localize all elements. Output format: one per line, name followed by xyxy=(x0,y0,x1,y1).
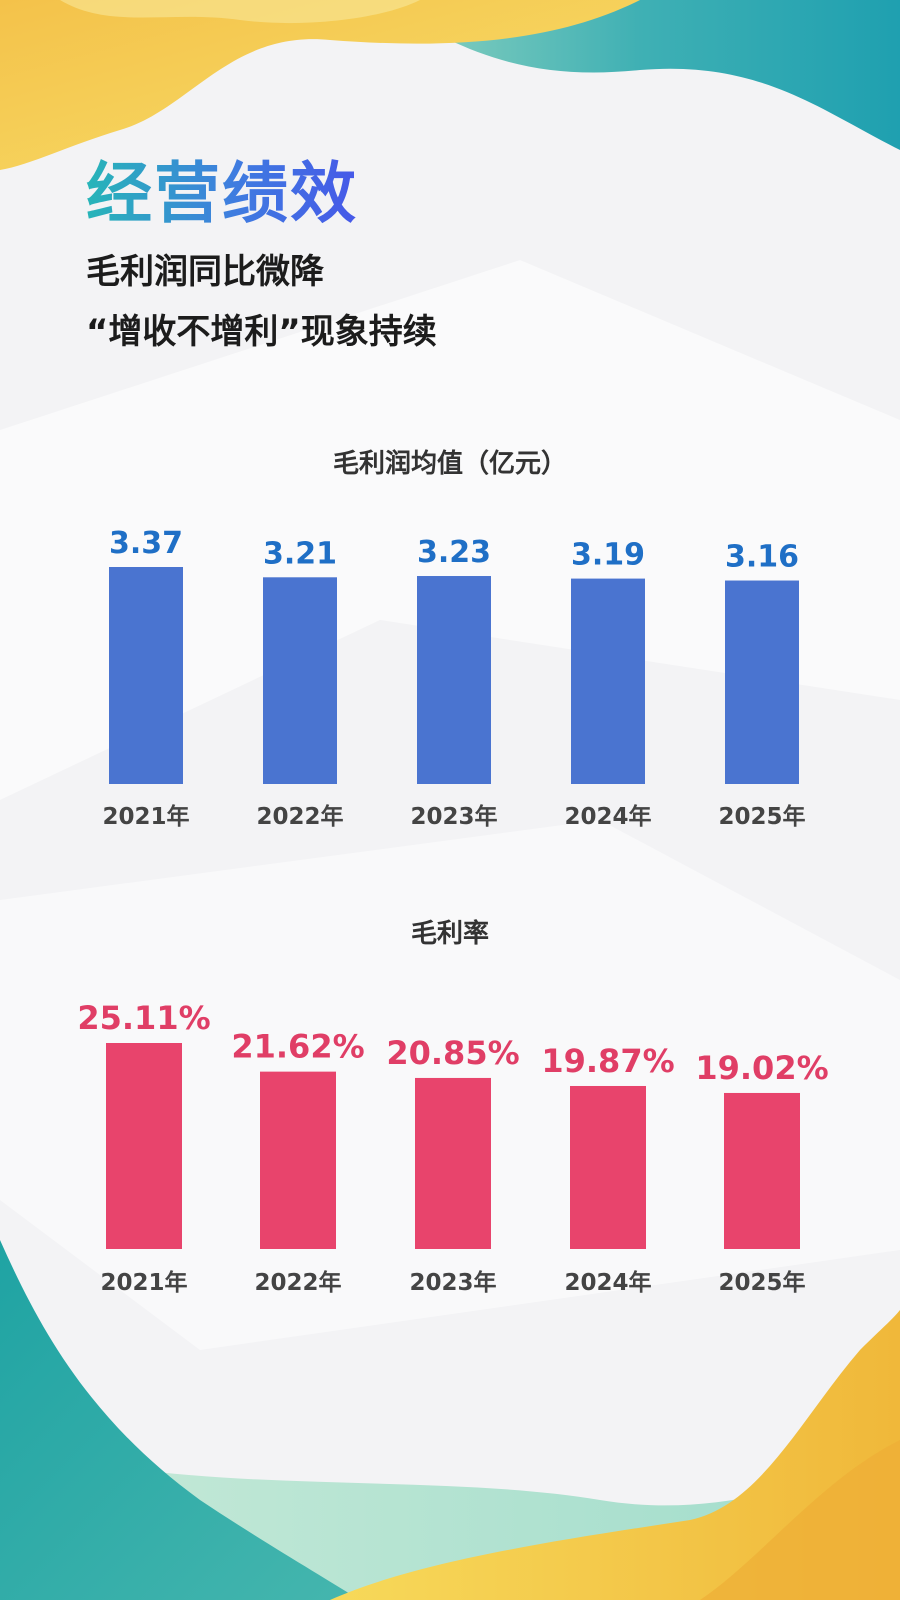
profit-bar-5 xyxy=(725,580,799,784)
profit-category-label-2: 2022年 xyxy=(256,803,343,830)
profit-category-label-3: 2023年 xyxy=(410,803,497,830)
margin-bar-4 xyxy=(570,1085,646,1249)
profit-category-label-5: 2025年 xyxy=(718,803,805,830)
margin-bar-5 xyxy=(724,1092,800,1249)
profit-data-label-1: 3.37 xyxy=(109,526,183,561)
profit-bar-4 xyxy=(571,578,645,784)
margin-data-label-3: 20.85% xyxy=(386,1034,519,1072)
profit-data-label-2: 3.21 xyxy=(263,536,337,571)
margin-data-label-1: 25.11% xyxy=(77,999,210,1037)
subtitle-line-1: 毛利润同比微降 xyxy=(86,252,324,292)
profit-bar-1 xyxy=(109,567,183,784)
margin-bar-3 xyxy=(415,1077,491,1249)
margin-category-label-1: 2021年 xyxy=(100,1269,187,1296)
profit-data-label-3: 3.23 xyxy=(417,535,491,570)
profit-bar-3 xyxy=(417,576,491,784)
profit-data-label-4: 3.19 xyxy=(571,538,645,573)
chart-title-gross-profit: 毛利润均值（亿元） xyxy=(332,449,567,479)
subtitle-line-2: “增收不增利”现象持续 xyxy=(86,312,437,352)
margin-data-label-4: 19.87% xyxy=(541,1042,674,1080)
profit-category-label-4: 2024年 xyxy=(564,803,651,830)
margin-category-label-5: 2025年 xyxy=(718,1269,805,1296)
profit-data-label-5: 3.16 xyxy=(725,540,799,575)
page-title: 经营绩效 xyxy=(86,140,358,236)
margin-bar-2 xyxy=(260,1071,336,1249)
margin-category-label-3: 2023年 xyxy=(409,1269,496,1296)
margin-data-label-5: 19.02% xyxy=(695,1049,828,1087)
chart-title-gross-margin: 毛利率 xyxy=(410,919,489,949)
margin-category-label-4: 2024年 xyxy=(564,1269,651,1296)
margin-data-label-2: 21.62% xyxy=(231,1028,364,1066)
margin-category-label-2: 2022年 xyxy=(254,1269,341,1296)
margin-bar-1 xyxy=(106,1043,182,1249)
profit-category-label-1: 2021年 xyxy=(102,803,189,830)
profit-bar-2 xyxy=(263,577,337,784)
